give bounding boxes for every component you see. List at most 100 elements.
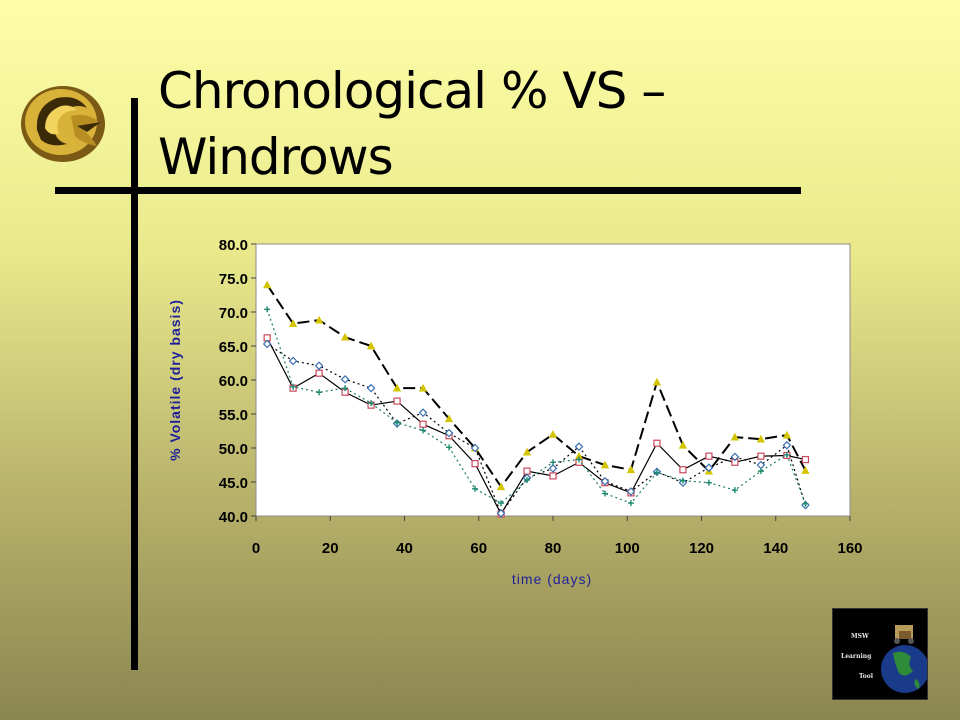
data-point	[366, 341, 376, 350]
data-point	[652, 377, 662, 386]
y-tick-label: 80.0	[219, 237, 248, 254]
series-line	[266, 343, 807, 515]
data-point	[549, 472, 557, 480]
data-point	[496, 508, 506, 518]
y-tick-label: 75.0	[219, 271, 248, 288]
data-point	[316, 389, 323, 396]
slide-title: Chronological % VS – Windrows	[158, 62, 666, 186]
data-point	[314, 361, 324, 371]
data-point	[600, 460, 610, 469]
y-tick-label: 60.0	[219, 373, 248, 390]
data-point	[444, 414, 454, 423]
vertical-rule	[131, 98, 138, 670]
data-point	[627, 500, 634, 507]
data-point	[314, 315, 324, 324]
data-point	[496, 482, 506, 491]
data-point	[600, 476, 610, 486]
data-point	[731, 487, 738, 494]
x-tick-label: 120	[689, 540, 714, 557]
globe-icon	[881, 625, 927, 693]
y-axis-ticks: 40.0 45.0 50.0 55.0 60.0 65.0 70.0 75.0 80.0	[219, 237, 256, 526]
data-point	[756, 434, 766, 443]
badge-line-2: Learning	[841, 653, 872, 660]
data-point	[498, 500, 505, 507]
data-point	[801, 455, 810, 464]
y-tick-label: 45.0	[219, 475, 248, 492]
data-point	[678, 440, 688, 449]
data-point	[262, 280, 272, 289]
x-tick-label: 60	[470, 540, 487, 557]
pegasus-logo-icon	[21, 86, 105, 162]
y-tick-label: 55.0	[219, 407, 248, 424]
data-point	[653, 439, 661, 447]
data-point	[705, 479, 712, 486]
data-point	[782, 430, 792, 439]
data-point	[705, 452, 713, 460]
y-tick-label: 50.0	[219, 441, 248, 458]
data-point	[782, 440, 792, 450]
data-point	[315, 369, 323, 377]
data-point	[653, 469, 660, 476]
x-tick-label: 100	[615, 540, 640, 557]
data-point	[264, 306, 271, 313]
data-point	[366, 383, 376, 393]
data-point	[392, 383, 402, 392]
data-point	[550, 459, 556, 466]
x-tick-label: 80	[545, 540, 562, 557]
data-point	[472, 485, 479, 492]
data-point	[393, 397, 401, 405]
msw-learning-tool-badge: MSW Learning Tool	[832, 608, 928, 700]
y-axis-title: % Volatile (dry basis)	[167, 299, 183, 461]
x-tick-label: 40	[396, 540, 413, 557]
y-tick-label: 40.0	[219, 509, 248, 526]
data-point	[394, 419, 401, 426]
data-point	[262, 339, 272, 349]
data-point	[368, 400, 375, 407]
data-point	[288, 356, 298, 366]
series-4	[264, 306, 809, 507]
data-point	[288, 319, 298, 327]
data-point	[601, 490, 608, 497]
data-point	[802, 500, 809, 507]
series-3	[262, 339, 810, 518]
data-point	[801, 466, 810, 474]
data-point	[730, 452, 740, 462]
data-point	[522, 447, 532, 456]
data-point	[418, 408, 428, 417]
data-point	[679, 477, 686, 484]
y-tick-label: 65.0	[219, 339, 248, 356]
x-tick-label: 160	[837, 540, 862, 557]
badge-line-3: Tool	[859, 673, 874, 680]
data-point	[523, 467, 531, 475]
data-point	[446, 444, 453, 451]
data-point	[418, 383, 428, 392]
data-point	[420, 427, 427, 434]
series-line	[266, 337, 806, 516]
data-point	[575, 456, 582, 463]
y-tick-label: 70.0	[219, 305, 248, 322]
x-axis-ticks: 0 20 40 60 80 100 120 140 160	[252, 516, 863, 557]
data-point	[757, 468, 764, 475]
data-point	[626, 487, 636, 496]
data-point	[471, 460, 479, 468]
data-point	[757, 452, 765, 460]
data-point	[340, 374, 350, 384]
data-point	[444, 428, 454, 438]
data-point	[524, 476, 531, 483]
series-layer	[262, 280, 810, 518]
series-line	[266, 284, 807, 489]
badge-line-1: MSW	[851, 633, 869, 640]
data-point	[290, 383, 297, 390]
data-point	[548, 464, 558, 473]
x-tick-label: 140	[763, 540, 788, 557]
data-point	[730, 432, 740, 441]
data-point	[342, 385, 349, 392]
data-point	[704, 463, 714, 473]
data-point	[679, 466, 687, 474]
x-tick-label: 20	[322, 540, 339, 557]
x-tick-label: 0	[252, 540, 260, 557]
data-point	[419, 420, 427, 428]
data-point	[783, 451, 790, 458]
x-axis-title: time (days)	[512, 571, 592, 587]
